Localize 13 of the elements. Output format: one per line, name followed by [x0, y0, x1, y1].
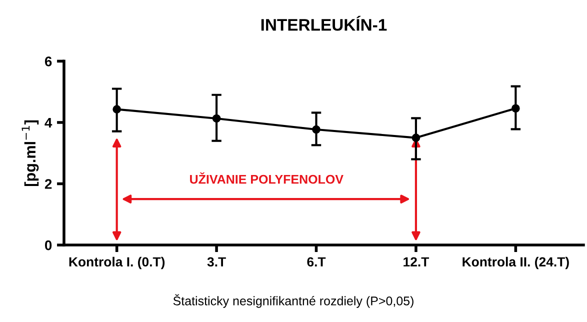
y-tick-label: 6 [44, 56, 52, 66]
x-tick-label: 3.T [207, 257, 226, 267]
y-tick-label: 0 [45, 240, 52, 250]
x-tick-label: 12.T [404, 257, 430, 266]
text: Štatisticky nesignifikantné rozdiely (P>0,05) [173, 294, 414, 308]
y-tick-label: 4 [44, 118, 52, 128]
annotation: UŽIVANIE POLYFENOLOV [190, 172, 344, 184]
x-tick-label: Kontrola II. (24.T) [462, 256, 569, 270]
y-tick-label: 2 [44, 179, 52, 189]
y-axis-title: [pg.ml$^{−1}$] [22, 120, 39, 186]
chart-title: INTERLEUKÍN-1 [261, 16, 387, 31]
x-tick-label: Kontrola I. (0.T) [69, 256, 165, 270]
x-tick-label: 6.T [307, 257, 326, 267]
